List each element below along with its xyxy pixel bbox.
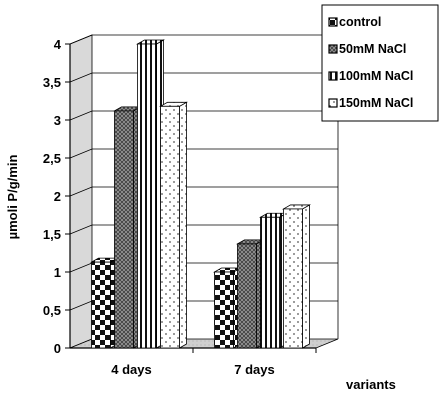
gridline bbox=[69, 34, 338, 45]
legend-item: 100mM NaCl bbox=[328, 69, 413, 83]
x-axis-title: variants bbox=[346, 377, 396, 392]
legend-label: 50mM NaCl bbox=[339, 42, 406, 56]
bar-front bbox=[91, 261, 111, 349]
legend-label: 100mM NaCl bbox=[339, 69, 413, 83]
bar-front bbox=[114, 110, 134, 349]
y-tick-label: 3,5 bbox=[43, 75, 61, 90]
bar-front bbox=[237, 243, 257, 349]
legend-swatch bbox=[328, 71, 338, 81]
bar-side bbox=[179, 101, 187, 349]
y-tick-label: 3 bbox=[54, 113, 61, 128]
gridline bbox=[69, 72, 338, 83]
legend-item: 150mM NaCl bbox=[328, 96, 413, 110]
legend-label: 150mM NaCl bbox=[339, 96, 413, 110]
legend-swatch bbox=[328, 17, 338, 27]
y-tick-label: 2,5 bbox=[43, 151, 61, 166]
y-tick-label: 1 bbox=[54, 265, 61, 280]
bar-side bbox=[302, 204, 310, 349]
gridline bbox=[69, 224, 338, 235]
bar-front bbox=[214, 271, 234, 349]
legend-item: 50mM NaCl bbox=[328, 42, 406, 56]
bar bbox=[281, 204, 312, 349]
bar bbox=[212, 267, 243, 349]
bars bbox=[89, 39, 312, 349]
x-tick-labels: 4 days 7 days bbox=[111, 362, 274, 377]
y-tick-labels: 0 0,5 1 1,5 2 2,5 3 3,5 4 bbox=[43, 37, 62, 356]
bar bbox=[258, 212, 289, 349]
legend-swatch bbox=[328, 44, 338, 54]
bar bbox=[158, 101, 189, 349]
y-tick-label: 1,5 bbox=[43, 227, 61, 242]
bar bbox=[112, 106, 143, 349]
legend-item: control bbox=[328, 15, 381, 29]
bar-front bbox=[160, 105, 180, 349]
legend-box bbox=[321, 4, 439, 122]
gridline bbox=[69, 148, 338, 159]
x-tick-label: 4 days bbox=[111, 362, 151, 377]
bar-front bbox=[137, 43, 157, 349]
y-tick-label: 4 bbox=[54, 37, 62, 52]
bar-front bbox=[260, 216, 280, 349]
y-tick-label: 0,5 bbox=[43, 303, 61, 318]
x-tick-label: 7 days bbox=[234, 362, 274, 377]
legend-label: control bbox=[339, 15, 381, 29]
legend: control 50mM NaCl 100mM NaCl 150mM NaCl bbox=[321, 4, 439, 122]
gridline bbox=[69, 110, 338, 121]
y-tick-label: 2 bbox=[54, 189, 61, 204]
bar bbox=[135, 39, 166, 349]
y-axis-title: µmoli P/g/min bbox=[5, 155, 20, 240]
bar bbox=[89, 257, 120, 349]
bar bbox=[235, 239, 266, 349]
bar-front bbox=[283, 208, 303, 349]
gridline bbox=[69, 186, 338, 197]
y-tick-label: 0 bbox=[54, 341, 61, 356]
legend-swatch bbox=[328, 98, 338, 108]
